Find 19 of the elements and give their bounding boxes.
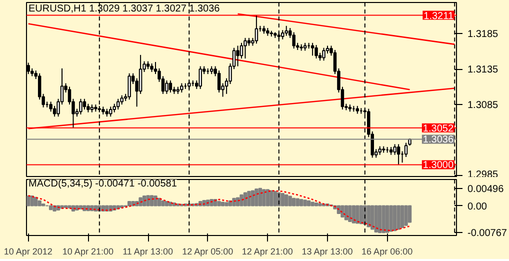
chart-title: MACD(5,34,5) -0.00471 -0.00581 bbox=[28, 178, 178, 190]
y-tick-label: -0.00767 bbox=[468, 228, 508, 240]
y-tick-label: 1.3085 bbox=[468, 100, 499, 112]
ref-line-label: 1.3211 bbox=[424, 10, 454, 22]
y-tick-label: 1.3185 bbox=[468, 29, 499, 40]
x-tick-label: 11 Apr 13:00 bbox=[122, 246, 173, 256]
x-tick-label: 12 Apr 21:00 bbox=[242, 246, 293, 256]
chart-title: EURUSD,H1 1.3029 1.3037 1.3027 1.3036 bbox=[28, 4, 220, 14]
y-tick-label: 0.00 bbox=[468, 201, 488, 212]
y-tick-label: 1.3135 bbox=[468, 64, 499, 76]
x-tick-label: 16 Apr 06:00 bbox=[362, 246, 413, 256]
ref-line-label: 1.3000 bbox=[422, 160, 454, 172]
ref-line-label: 1.3052 bbox=[422, 123, 454, 134]
x-tick-label: 10 Apr 2012 bbox=[4, 246, 52, 256]
ref-line-label: 1.3036 bbox=[422, 134, 454, 146]
x-tick-label: 13 Apr 13:00 bbox=[302, 246, 353, 256]
x-tick-label: 10 Apr 21:00 bbox=[62, 246, 114, 256]
y-tick-label: 0.00496 bbox=[468, 184, 504, 195]
x-tick-label: 12 Apr 05:00 bbox=[182, 246, 234, 256]
